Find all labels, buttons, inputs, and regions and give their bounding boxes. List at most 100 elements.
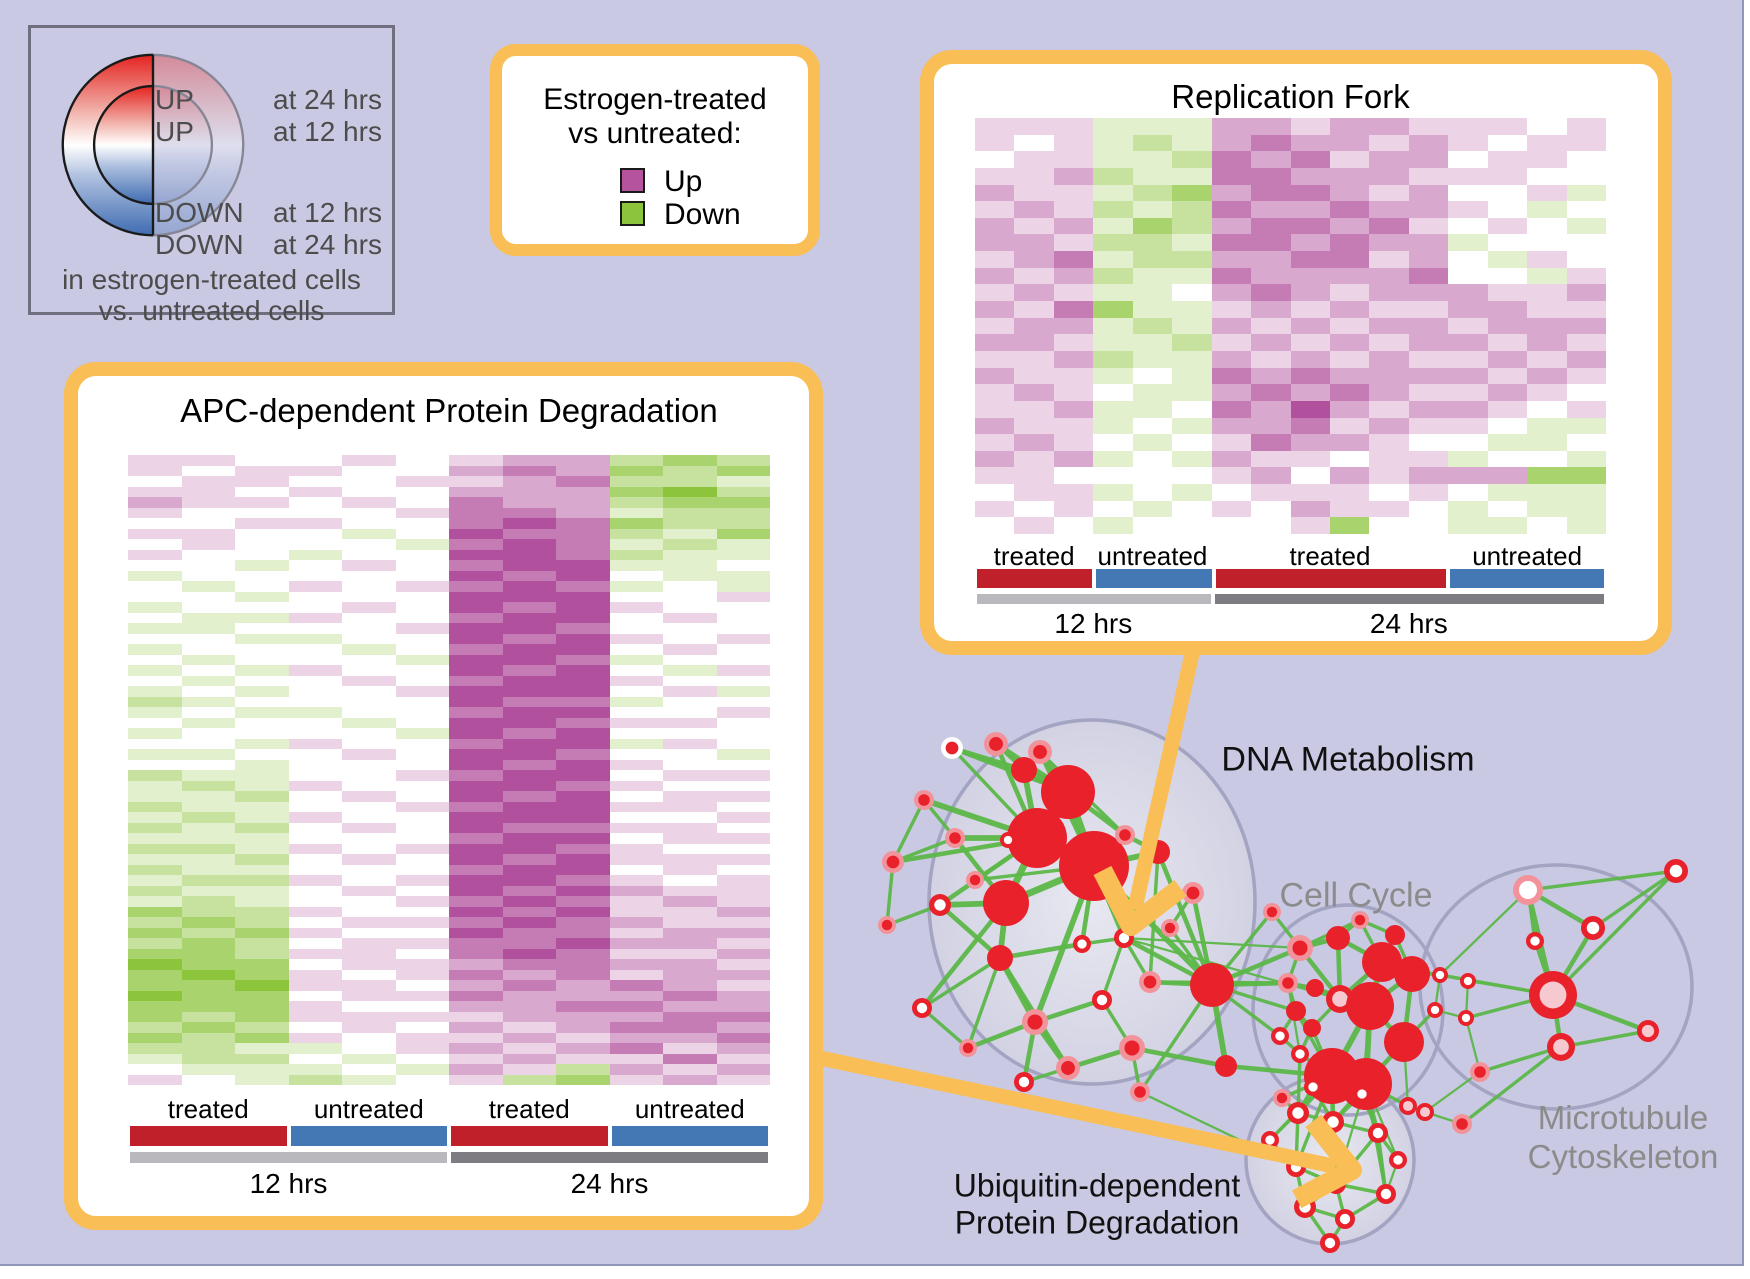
heatmap-cell — [395, 570, 449, 581]
heatmap-row — [975, 317, 1606, 335]
heatmap-cell — [1251, 301, 1291, 318]
network-edge — [1592, 869, 1677, 930]
heatmap-cell — [1093, 450, 1133, 468]
heatmap-cell — [1093, 134, 1133, 152]
heatmap-cell — [1527, 118, 1567, 135]
network-node — [1286, 1001, 1306, 1021]
heatmap-cell — [716, 1053, 770, 1064]
heatmap-cell — [449, 696, 503, 707]
heatmap-cell — [1014, 517, 1054, 535]
arrow-head — [1093, 865, 1187, 936]
heatmap-cell — [609, 455, 663, 466]
network-edge — [1123, 936, 1341, 1001]
heatmap-cell — [1053, 284, 1094, 302]
heatmap-cell — [128, 801, 182, 812]
heatmap-cell — [181, 465, 235, 476]
network-node — [1394, 956, 1430, 992]
heatmap-cell — [235, 896, 289, 907]
heatmap-cell — [235, 959, 289, 970]
heatmap-cell — [502, 875, 556, 886]
heatmap-cell — [181, 1011, 235, 1022]
apc-time-bars — [128, 1152, 770, 1163]
heatmap-cell — [449, 612, 503, 623]
heatmap-cell — [975, 434, 1015, 451]
heatmap-cell — [342, 801, 396, 812]
network-node — [1282, 977, 1294, 989]
arrow-shaft — [818, 1050, 1338, 1174]
heatmap-cell — [1369, 184, 1409, 202]
heatmap-cell — [502, 675, 556, 686]
heatmap-cell — [181, 717, 235, 728]
heatmap-cell — [1448, 167, 1488, 185]
heatmap-cell — [235, 980, 289, 991]
heatmap-cell — [609, 507, 663, 518]
heatmap-cell — [1211, 484, 1252, 501]
heatmap-cell — [395, 1011, 449, 1022]
heatmap-cell — [342, 906, 396, 917]
heatmap-cell — [235, 843, 289, 854]
heatmap-cell — [342, 1001, 396, 1012]
heatmap-cell — [1251, 484, 1291, 501]
heatmap-cell — [1093, 118, 1133, 135]
heatmap-cell — [235, 644, 289, 655]
heatmap-cell — [609, 833, 663, 844]
heatmap-cell — [1408, 317, 1449, 335]
heatmap-cell — [556, 696, 610, 707]
heatmap-row — [975, 267, 1606, 285]
heatmap-cell — [181, 833, 235, 844]
heatmap-cell — [395, 518, 449, 529]
heatmap-cell — [609, 885, 663, 896]
heatmap-cell — [288, 738, 342, 749]
heatmap-cell — [449, 1032, 503, 1043]
network-node — [918, 794, 930, 806]
heatmap-cell — [1172, 517, 1212, 535]
network-node — [1435, 970, 1445, 980]
group-label: untreated — [313, 1094, 424, 1124]
heatmap-cell — [663, 707, 717, 718]
heatmap-cell — [1014, 500, 1054, 518]
heatmap-row — [128, 948, 770, 959]
heatmap-cell — [128, 1043, 182, 1054]
network-node — [1326, 926, 1350, 950]
heatmap-cell — [342, 486, 396, 497]
network-node — [1380, 1188, 1392, 1200]
heatmap-cell — [181, 980, 235, 991]
heatmap-cell — [663, 675, 717, 686]
heatmap-cell — [716, 980, 770, 991]
heatmap-cell — [1053, 251, 1094, 268]
heatmap-cell — [1172, 434, 1212, 451]
arrow-head — [1292, 1114, 1362, 1209]
heatmap-cell — [342, 822, 396, 833]
heatmap-cell — [449, 1022, 503, 1033]
time-bar — [130, 1152, 447, 1163]
group-label: untreated — [1472, 541, 1583, 571]
heatmap-cell — [502, 654, 556, 665]
heatmap-cell — [449, 665, 503, 676]
heatmap-cell — [1290, 417, 1330, 435]
heatmap-cell — [556, 917, 610, 928]
heatmap-cell — [1053, 400, 1094, 418]
heatmap-cell — [1408, 167, 1449, 185]
heatmap-cell — [716, 875, 770, 886]
heatmap-cell — [609, 1032, 663, 1043]
heatmap-cell — [502, 465, 556, 476]
heatmap-cell — [1369, 217, 1409, 235]
down-label: Down — [664, 198, 741, 231]
heatmap-cell — [502, 644, 556, 655]
network-node — [1354, 914, 1366, 926]
heatmap-cell — [1290, 301, 1330, 318]
heatmap-cell — [502, 801, 556, 812]
replication-fork-heatmap — [975, 118, 1606, 535]
time-label: 24 hrs — [570, 1168, 649, 1199]
time-label: 12 hrs — [1054, 608, 1133, 639]
heatmap-cell — [288, 917, 342, 928]
heatmap-cell — [716, 707, 770, 718]
heatmap-cell — [128, 843, 182, 854]
network-node — [1463, 976, 1473, 986]
heatmap-cell — [1211, 367, 1252, 385]
heatmap-cell — [1408, 467, 1449, 485]
heatmap-cell — [1211, 334, 1252, 351]
heatmap-cell — [395, 686, 449, 697]
heatmap-cell — [181, 570, 235, 581]
heatmap-cell — [556, 885, 610, 896]
